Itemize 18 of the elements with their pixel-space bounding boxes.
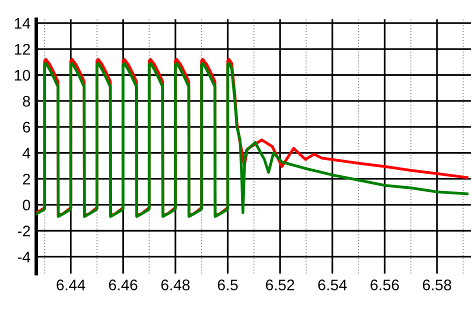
x-tick-label: 6.44 (56, 280, 86, 290)
y-tick-label: 4 (22, 148, 30, 158)
y-tick-label: 0 (22, 200, 30, 210)
y-tick-label: 10 (14, 70, 30, 81)
x-tick-label: 6.5 (218, 280, 238, 290)
y-tick-label: -4 (18, 252, 30, 262)
x-tick-label: 6.56 (370, 280, 399, 290)
x-tick-label: 6.48 (161, 280, 190, 290)
x-tick-label: 6.54 (318, 280, 347, 290)
y-tick-label: -2 (18, 226, 30, 236)
y-tick-label: 6 (22, 122, 30, 133)
y-tick-label: 14 (14, 18, 30, 29)
y-tick-label: 8 (22, 96, 30, 107)
y-tick-label: 2 (22, 174, 30, 184)
x-tick-label: 6.52 (266, 280, 294, 290)
x-tick-label: 6.46 (109, 280, 138, 290)
x-tick-label: 6.58 (422, 280, 452, 290)
y-tick-label: 12 (14, 44, 30, 55)
